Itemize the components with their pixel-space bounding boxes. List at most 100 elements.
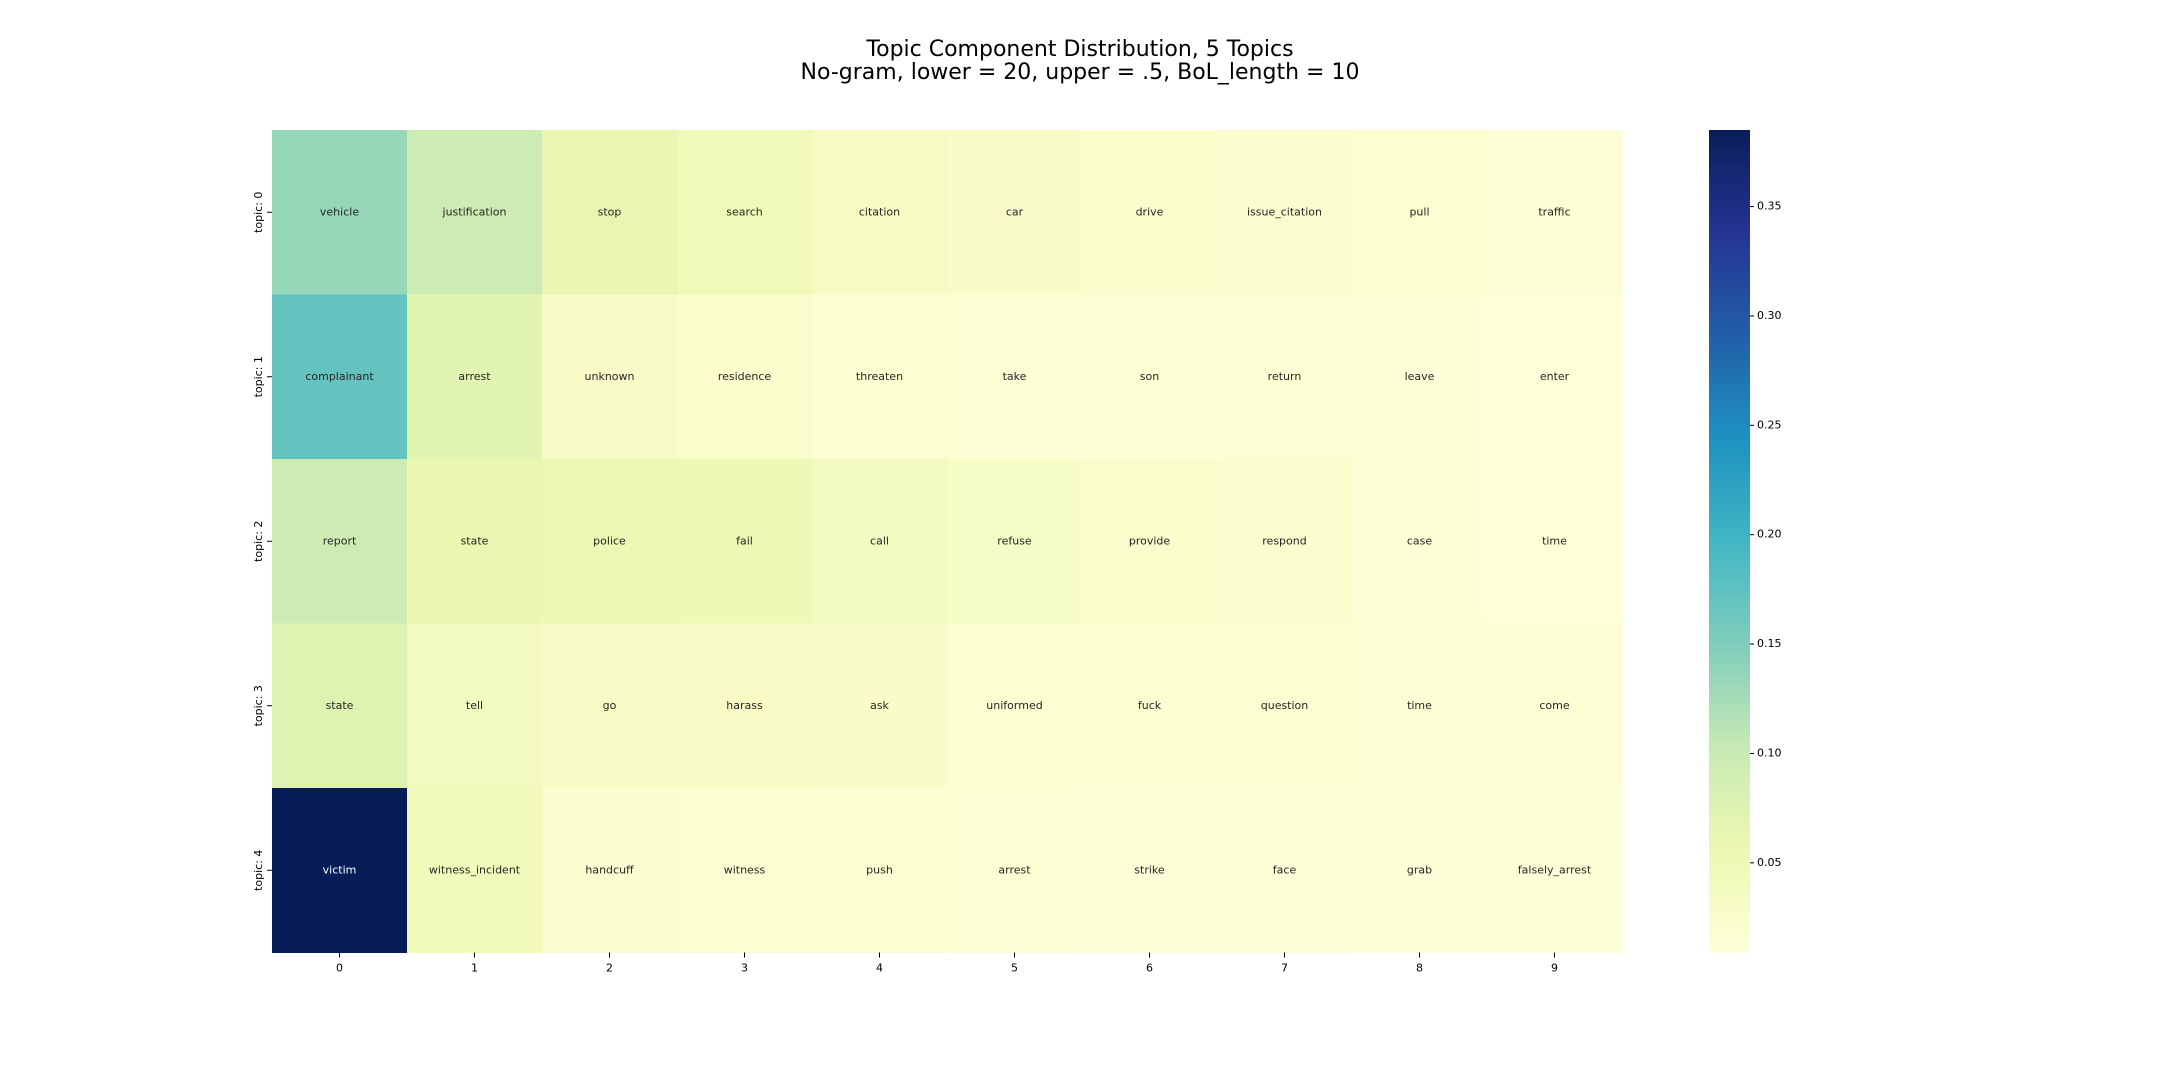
cell-label-r2-c7: respond xyxy=(1262,534,1306,547)
heatmap-cell-r1-c9 xyxy=(1487,294,1623,460)
cell-label-r2-c2: police xyxy=(593,534,626,547)
y-axis: topic: 0 topic: 1 topic: 2 topic: 3 topic: 4 xyxy=(252,192,272,891)
heatmap-cell-r0-c7 xyxy=(1217,130,1353,295)
cell-label-r1-c6: son xyxy=(1140,370,1159,383)
cell-label-r0-c7: issue_citation xyxy=(1247,205,1322,218)
colorbar-tick-label-5: 0.30 xyxy=(1757,309,1782,322)
cell-label-r0-c3: search xyxy=(726,205,763,218)
chart-subtitle: No-gram, lower = 20, upper = .5, BoL_len… xyxy=(800,60,1360,85)
colorbar-tick-label-6: 0.35 xyxy=(1757,200,1782,213)
cell-label-r4-c5: arrest xyxy=(998,863,1031,876)
cell-label-r3-c6: fuck xyxy=(1138,699,1162,712)
cell-label-r1-c7: return xyxy=(1268,370,1302,383)
heatmap-cell-r2-c2 xyxy=(542,459,678,624)
cell-label-r4-c0: victim xyxy=(323,863,357,876)
x-tick-label-6: 6 xyxy=(1146,962,1153,975)
heatmap-cell-r3-c5 xyxy=(947,623,1083,789)
cell-label-r0-c4: citation xyxy=(859,205,900,218)
x-tick-label-8: 8 xyxy=(1416,962,1423,975)
cell-label-r0-c2: stop xyxy=(598,205,622,218)
colorbar-tick-label-0: 0.05 xyxy=(1757,856,1782,869)
heatmap-cell-r4-c0 xyxy=(272,788,408,953)
heatmap-cell-r1-c6 xyxy=(1082,294,1218,460)
colorbar-tick-label-4: 0.25 xyxy=(1757,418,1782,431)
x-tick-label-7: 7 xyxy=(1281,962,1288,975)
colorbar: 0.05 0.10 0.15 0.20 0.25 0.30 0.35 xyxy=(1709,130,1782,953)
cell-label-r4-c1: witness_incident xyxy=(429,863,521,876)
heatmap-cell-r0-c0 xyxy=(272,130,408,295)
heatmap-cell-r2-c1 xyxy=(407,459,543,624)
heatmap-cell-r2-c9 xyxy=(1487,459,1623,624)
heatmap-cell-r4-c9 xyxy=(1487,788,1623,953)
cell-label-r2-c1: state xyxy=(461,534,489,547)
heatmap-cell-r4-c8 xyxy=(1352,788,1488,953)
colorbar-tick-label-3: 0.20 xyxy=(1757,528,1782,541)
heatmap-cell-r0-c3 xyxy=(677,130,813,295)
cell-label-r1-c4: threaten xyxy=(856,370,903,383)
heatmap-cell-r3-c9 xyxy=(1487,623,1623,789)
cell-label-r4-c7: face xyxy=(1273,863,1297,876)
cell-label-r1-c2: unknown xyxy=(585,370,635,383)
cell-label-r1-c9: enter xyxy=(1540,370,1570,383)
cell-label-r3-c5: uniformed xyxy=(986,699,1042,712)
heatmap-cell-r2-c5 xyxy=(947,459,1083,624)
x-tick-label-3: 3 xyxy=(741,962,748,975)
heatmap-cell-r0-c1 xyxy=(407,130,543,295)
cell-label-r2-c6: provide xyxy=(1129,534,1171,547)
cell-label-r4-c2: handcuff xyxy=(585,863,634,876)
heatmap-cell-r4-c7 xyxy=(1217,788,1353,953)
heatmap-cell-r0-c4 xyxy=(812,130,948,295)
cell-label-r0-c5: car xyxy=(1006,205,1024,218)
heatmap-cell-r0-c9 xyxy=(1487,130,1623,295)
x-axis: 0 1 2 3 4 5 6 7 8 9 xyxy=(336,952,1558,975)
cell-label-r2-c0: report xyxy=(323,534,357,547)
heatmap-cell-r3-c7 xyxy=(1217,623,1353,789)
heatmap-cell-r3-c0 xyxy=(272,623,408,789)
heatmap-cell-r0-c6 xyxy=(1082,130,1218,295)
heatmap-cell-r1-c7 xyxy=(1217,294,1353,460)
heatmap-cell-r2-c3 xyxy=(677,459,813,624)
heatmap-cell-r1-c1 xyxy=(407,294,543,460)
heatmap-cell-r3-c8 xyxy=(1352,623,1488,789)
heatmap-cell-r0-c8 xyxy=(1352,130,1488,295)
cell-label-r3-c0: state xyxy=(326,699,354,712)
heatmap-cell-r2-c7 xyxy=(1217,459,1353,624)
cell-label-r0-c1: justification xyxy=(442,205,507,218)
cell-label-r1-c1: arrest xyxy=(458,370,491,383)
colorbar-tick-label-1: 0.10 xyxy=(1757,746,1782,759)
cell-label-r1-c5: take xyxy=(1003,370,1027,383)
x-tick-label-5: 5 xyxy=(1011,962,1018,975)
cell-label-r2-c4: call xyxy=(870,534,889,547)
cell-label-r0-c8: pull xyxy=(1409,205,1429,218)
heatmap-cell-r0-c2 xyxy=(542,130,678,295)
cell-label-r3-c1: tell xyxy=(466,699,483,712)
heatmap-cell-r3-c3 xyxy=(677,623,813,789)
x-tick-label-4: 4 xyxy=(876,962,883,975)
heatmap-cell-r1-c3 xyxy=(677,294,813,460)
heatmap-cell-r4-c1 xyxy=(407,788,543,953)
cell-label-r3-c8: time xyxy=(1407,699,1432,712)
heatmap-cell-r3-c6 xyxy=(1082,623,1218,789)
y-tick-label-1: topic: 1 xyxy=(252,356,265,397)
heatmap-cell-r1-c8 xyxy=(1352,294,1488,460)
cell-label-r4-c6: strike xyxy=(1134,863,1165,876)
heatmap-cell-r4-c2 xyxy=(542,788,678,953)
heatmap-cell-r2-c6 xyxy=(1082,459,1218,624)
cell-label-r1-c0: complainant xyxy=(305,370,374,383)
cell-label-r0-c0: vehicle xyxy=(320,205,359,218)
x-tick-label-9: 9 xyxy=(1551,962,1558,975)
heatmap-cell-r2-c0 xyxy=(272,459,408,624)
cell-label-r4-c9: falsely_arrest xyxy=(1518,863,1592,876)
cell-label-r3-c2: go xyxy=(603,699,617,712)
heatmap-cell-labels: vehicle justification stop search citation ca… xyxy=(305,205,1592,876)
cell-label-r3-c9: come xyxy=(1539,699,1569,712)
heatmap-cell-r1-c2 xyxy=(542,294,678,460)
heatmap-cell-r1-c5 xyxy=(947,294,1083,460)
heatmap-cells xyxy=(272,130,1623,953)
x-tick-label-1: 1 xyxy=(471,962,478,975)
cell-label-r2-c8: case xyxy=(1407,534,1433,547)
heatmap-cell-r0-c5 xyxy=(947,130,1083,295)
cell-label-r4-c4: push xyxy=(866,863,893,876)
heatmap-cell-r2-c8 xyxy=(1352,459,1488,624)
cell-label-r0-c9: traffic xyxy=(1538,205,1570,218)
